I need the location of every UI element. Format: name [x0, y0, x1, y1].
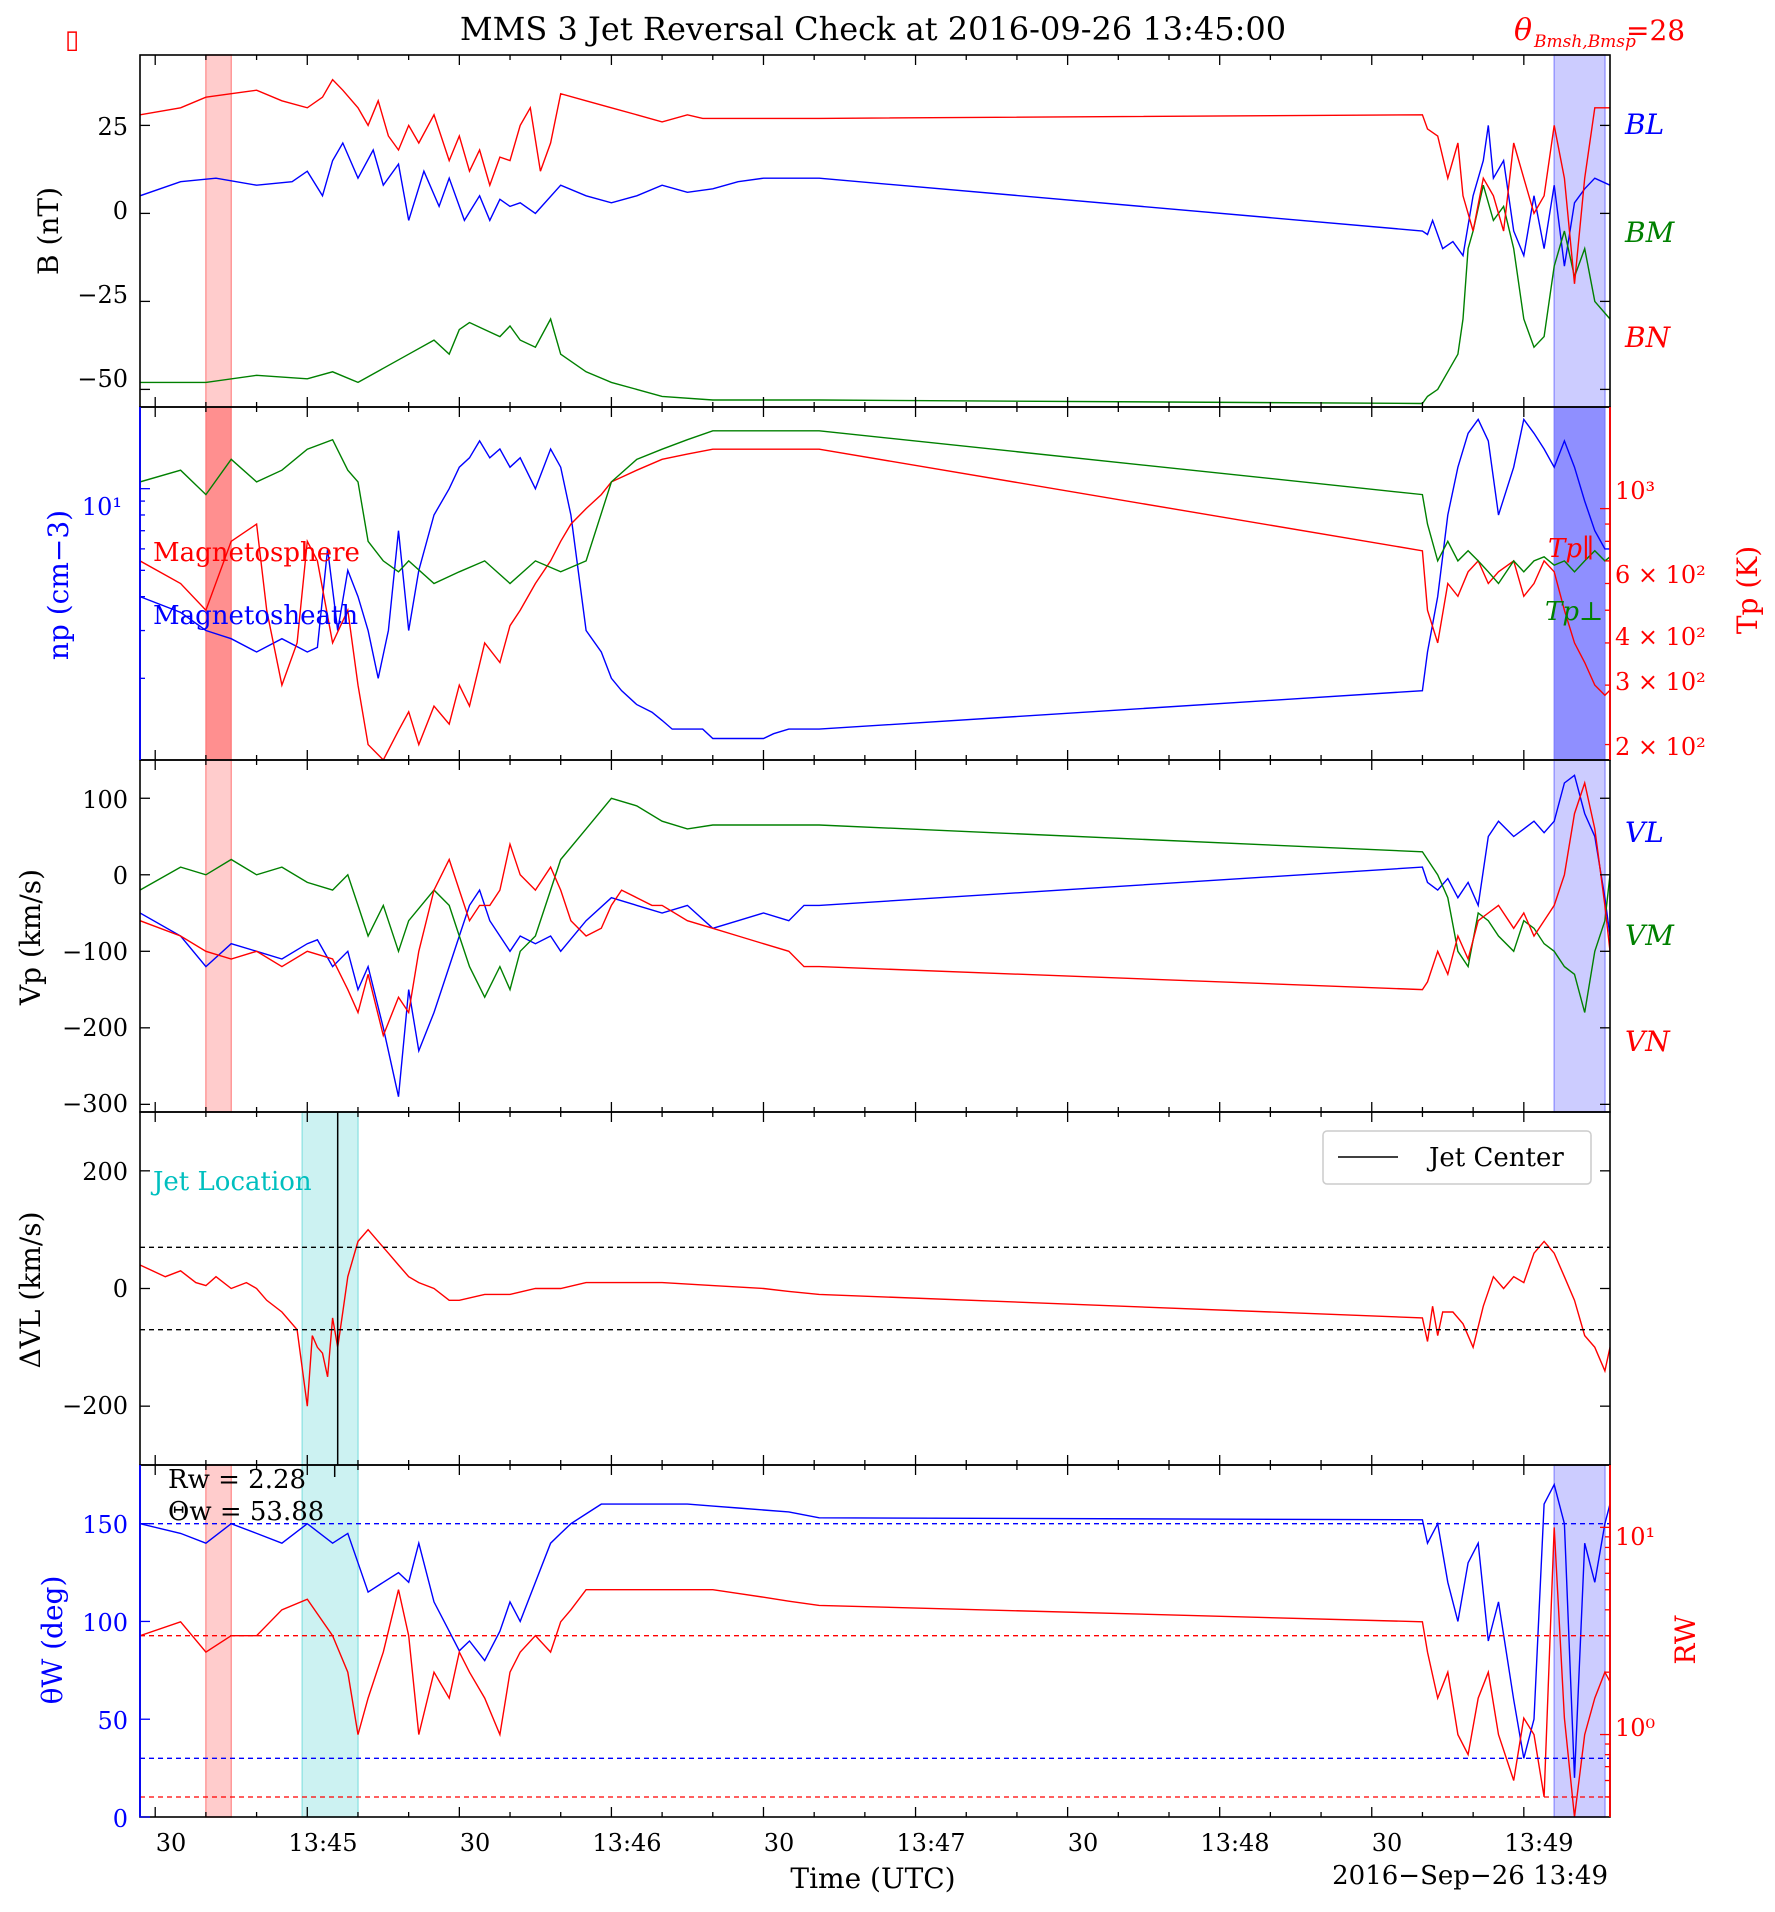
panel-dv-ylabel: ΔVL (km/s): [14, 1211, 47, 1368]
series-line-BN: [140, 78, 1610, 284]
panel-b-frame: [139, 54, 1611, 408]
data-series: [140, 78, 1610, 1817]
figure-title: MMS 3 Jet Reversal Check at 2016-09-26 1…: [460, 10, 1286, 48]
panel-n-frame: [139, 406, 1611, 761]
shaded-region: [205, 1464, 232, 1818]
panel-n-right-tick-label: 2 × 10²: [1615, 733, 1706, 761]
panel-dv-tick-label: −200: [62, 1392, 128, 1420]
panel-w-axis: θW (deg) 150 100 50 0 10¹ 10⁰ RW Rw = 2.…: [36, 1465, 1702, 1833]
panel-v-tick-label: −300: [62, 1090, 128, 1118]
x-tick-label: 30: [156, 1829, 187, 1857]
panel-v-tick-label: −200: [62, 1014, 128, 1042]
panel-b-tick-label: 0: [113, 197, 128, 225]
panel-b-axis: B (nT) 25 0 −25 −50 BL BM BN: [32, 108, 1676, 393]
panel-v-tick-label: 100: [82, 786, 128, 814]
theta-symbol: θ: [1514, 13, 1532, 48]
x-axis-label: Time (UTC): [790, 1862, 955, 1895]
panel-w-ylabel: θW (deg): [36, 1576, 69, 1705]
panel-n-ylabel: np (cm−3): [42, 510, 75, 660]
np-shaded-region-overlay: [205, 407, 232, 760]
panel-v-tick-label: −100: [62, 938, 128, 966]
jet-location-label: Jet Location: [150, 1167, 312, 1197]
series-line-VL: [140, 774, 1610, 1097]
shaded-region: [205, 54, 232, 408]
shaded-region: [1553, 759, 1606, 1113]
panel-n-right-ylabel: Tp (K): [1731, 546, 1764, 634]
jet-center-legend-label: Jet Center: [1426, 1143, 1564, 1173]
rw-annotation: Rw = 2.28: [168, 1465, 306, 1495]
corner-mark: ▯: [65, 25, 79, 55]
magnetosheath-label: Magnetosheath: [153, 601, 358, 631]
x-tick-label: 13:46: [592, 1829, 661, 1857]
panel-w-left-tick-label: 50: [97, 1707, 128, 1735]
x-tick-label: 30: [764, 1829, 795, 1857]
series-line-np: [140, 417, 1610, 740]
panel-v-axis: Vp (km/s) 100 0 −100 −200 −300 VL VM VN: [14, 786, 1675, 1118]
panel-w-right-tick-label: 10⁰: [1615, 1714, 1655, 1742]
legend-box: Jet Center: [1322, 1130, 1592, 1185]
legend-bl: BL: [1624, 108, 1664, 141]
legend-frame: [1322, 1130, 1592, 1185]
panel-w-right-ylabel: RW: [1669, 1615, 1702, 1664]
tperp-label: Tp⊥: [1545, 597, 1603, 627]
theta-w-annotation: Θw = 53.88: [168, 1497, 324, 1527]
theta-subscript: Bmsh,Bmsp: [1533, 32, 1636, 52]
panel-b-ylabel: B (nT): [32, 187, 65, 275]
x-date-label: 2016−Sep−26 13:49: [1332, 1861, 1608, 1891]
panel-w-left-tick-label: 0: [113, 1805, 128, 1833]
x-tick-label: 13:49: [1504, 1829, 1573, 1857]
panel-n-left-tick-label: 10¹: [82, 493, 122, 521]
shaded-region: [301, 1111, 359, 1466]
panel-dv-tick-label: 200: [82, 1158, 128, 1186]
panel-n-right-tick-label: 10³: [1615, 477, 1655, 505]
panel-dv-axis: ΔVL (km/s) 200 0 −200 Jet Location Jet C…: [14, 1130, 1592, 1420]
series-line-θW: [140, 1482, 1610, 1778]
np-shaded-region-overlay: [1554, 407, 1605, 760]
x-tick-label: 30: [1068, 1829, 1099, 1857]
panel-v-tick-label: 0: [113, 862, 128, 890]
axis-ticks: [139, 55, 1611, 1818]
panel-b-tick-label: −50: [77, 365, 128, 393]
series-line-ΔVL: [140, 1228, 1610, 1407]
legend-bn: BN: [1624, 321, 1672, 354]
panel-v-frame: [139, 759, 1611, 1113]
x-tick-label: 30: [1372, 1829, 1403, 1857]
panel-n-axis: np (cm−3) 10¹ 10³ 6 × 10² 4 × 10² 3 × 10…: [42, 477, 1764, 761]
series-line-RW: [140, 1527, 1610, 1817]
theta-value: =28: [1626, 14, 1685, 47]
panel-n-right-tick-label: 3 × 10²: [1615, 668, 1706, 696]
x-tick-label: 13:48: [1200, 1829, 1269, 1857]
series-line-Tp∥: [140, 448, 1610, 760]
legend-bm: BM: [1624, 216, 1676, 249]
panel-v-ylabel: Vp (km/s): [14, 869, 47, 1006]
theta-annotation: θ Bmsh,Bmsp =28: [1514, 13, 1685, 52]
series-line-BL: [140, 125, 1610, 267]
shaded-region: [1553, 1464, 1606, 1818]
panel-n-right-tick-label: 4 × 10²: [1615, 623, 1706, 651]
series-line-VN: [140, 780, 1610, 1038]
panel-w-right-tick-label: 10¹: [1615, 1523, 1655, 1551]
panel-b-tick-label: −25: [77, 281, 128, 309]
legend-vn: VN: [1625, 1025, 1671, 1058]
x-axis: 30 13:45 30 13:46 30 13:47 30 13:48 30 1…: [156, 1829, 1608, 1895]
series-line-Tp⊥: [140, 430, 1610, 585]
panel-n-right-tick-label: 6 × 10²: [1615, 561, 1706, 589]
panel-w-left-tick-label: 150: [82, 1511, 128, 1539]
x-tick-label: 30: [460, 1829, 491, 1857]
legend-vl: VL: [1625, 816, 1664, 849]
magnetosphere-label: Magnetosphere: [153, 538, 360, 568]
legend-vm: VM: [1625, 919, 1675, 952]
series-line-VM: [140, 797, 1610, 1013]
shaded-region: [205, 759, 232, 1113]
panel-dv-tick-label: 0: [113, 1275, 128, 1303]
series-line-BM: [140, 185, 1610, 405]
tpar-label: Tp∥: [1548, 534, 1594, 564]
x-tick-label: 13:45: [288, 1829, 357, 1857]
x-tick-label: 13:47: [896, 1829, 965, 1857]
panel-b-tick-label: 25: [97, 113, 128, 141]
reference-lines: [140, 1112, 1610, 1798]
panel-w-left-tick-label: 100: [82, 1609, 128, 1637]
panel-frames: [139, 54, 1611, 1818]
